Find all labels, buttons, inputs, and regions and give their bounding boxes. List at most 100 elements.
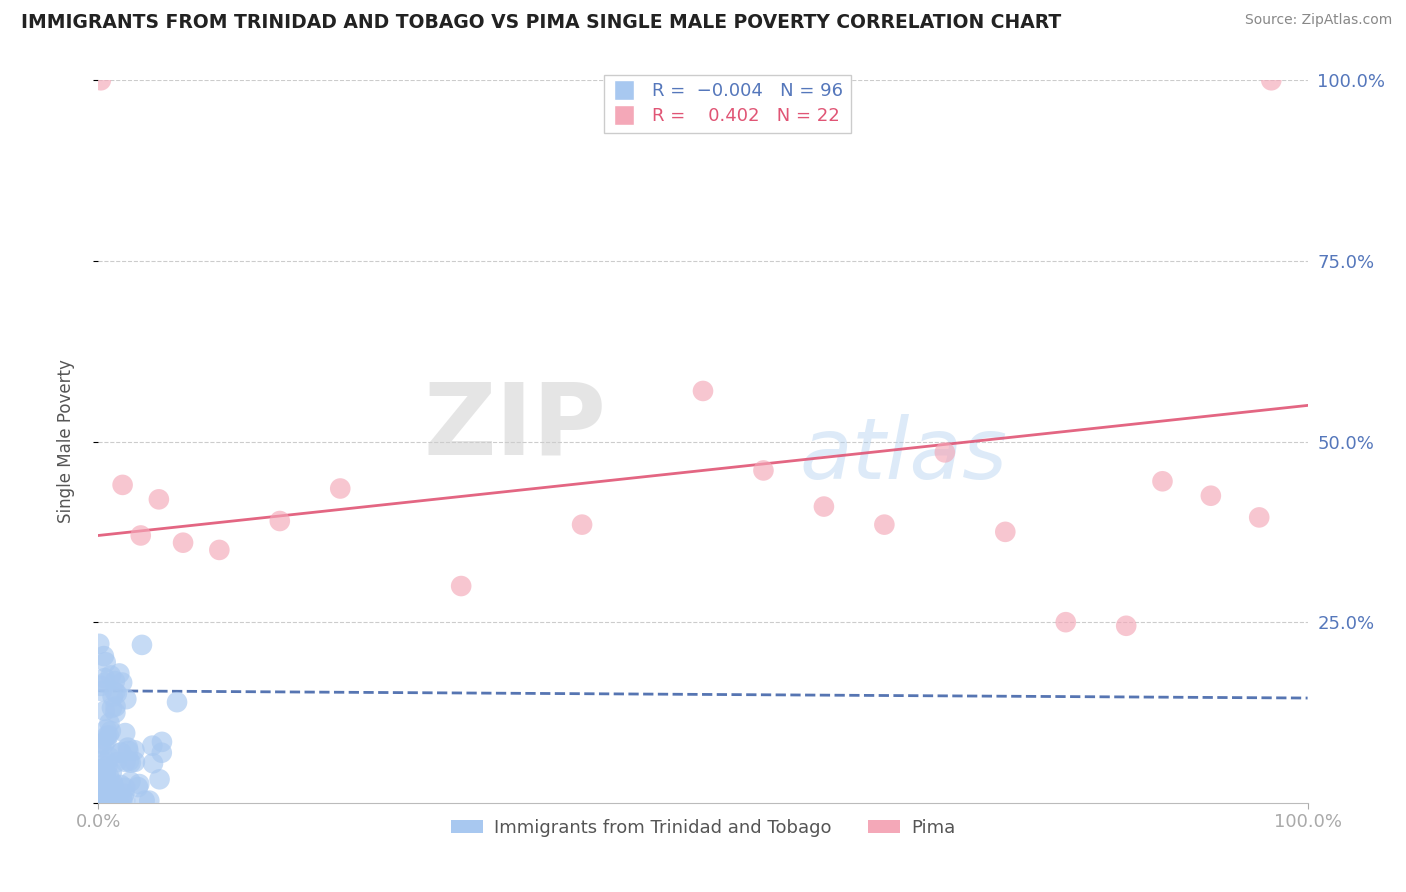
Point (91, 774, 114, 789)
Point (89, 637, 111, 651)
Point (91, 754, 114, 768)
Point (110, 778, 132, 792)
Point (94, 785, 117, 799)
Point (114, 794, 136, 808)
Point (752, 463, 775, 477)
Point (100, 765, 122, 780)
Point (93, 737, 115, 751)
Point (87, 794, 110, 808)
Text: Source: ZipAtlas.com: Source: ZipAtlas.com (1244, 13, 1392, 28)
Point (98, 750, 121, 764)
Point (120, 756, 142, 770)
Point (100, 794, 122, 808)
Point (96, 729, 118, 743)
Point (105, 687, 128, 701)
Point (172, 535, 194, 549)
Point (115, 692, 138, 706)
Point (89, 777, 111, 791)
Point (124, 755, 146, 769)
Point (148, 492, 170, 507)
Point (1260, 73, 1282, 87)
Point (107, 794, 129, 808)
Point (208, 542, 231, 557)
Point (89, 773, 111, 788)
Point (89, 763, 111, 777)
Point (150, 735, 173, 749)
Point (93, 765, 115, 780)
Point (114, 780, 136, 795)
Point (96, 723, 118, 737)
Point (87, 766, 110, 780)
Point (104, 699, 127, 714)
Point (104, 685, 127, 699)
Point (127, 780, 149, 794)
Point (103, 779, 125, 793)
Point (111, 675, 134, 690)
Point (1054, 615, 1077, 630)
Point (94, 766, 117, 780)
Point (124, 743, 146, 757)
Point (1199, 489, 1222, 503)
Point (166, 695, 188, 709)
Point (91, 789, 114, 804)
Point (108, 666, 131, 681)
Point (101, 776, 124, 790)
Point (571, 517, 593, 532)
Point (91, 794, 114, 808)
Point (90, 794, 112, 808)
Point (110, 746, 132, 760)
Point (138, 794, 160, 808)
Point (94, 767, 117, 781)
Point (98, 716, 121, 731)
Point (150, 746, 173, 760)
Point (134, 794, 156, 808)
Point (813, 500, 835, 514)
Point (450, 579, 472, 593)
Point (90, 784, 112, 798)
Point (90, 762, 112, 776)
Point (90, 679, 112, 693)
Point (94, 780, 117, 795)
Point (89, 782, 111, 797)
Point (89, 788, 111, 802)
Point (94, 655, 117, 669)
Y-axis label: Single Male Poverty: Single Male Poverty (56, 359, 75, 524)
Point (128, 777, 150, 791)
Point (994, 524, 1017, 539)
Point (104, 674, 127, 689)
Point (96, 759, 118, 773)
Point (269, 514, 291, 528)
Legend: Immigrants from Trinidad and Tobago, Pima: Immigrants from Trinidad and Tobago, Pim… (443, 812, 963, 845)
Point (89, 792, 111, 806)
Point (90, 740, 112, 755)
Point (87, 764, 110, 779)
Point (934, 445, 956, 459)
Point (94, 780, 117, 794)
Point (96, 755, 118, 769)
Point (104, 706, 127, 720)
Point (89, 794, 111, 808)
Text: atlas: atlas (800, 415, 1008, 498)
Point (101, 690, 124, 704)
Point (91, 777, 114, 791)
Text: IMMIGRANTS FROM TRINIDAD AND TOBAGO VS PIMA SINGLE MALE POVERTY CORRELATION CHAR: IMMIGRANTS FROM TRINIDAD AND TOBAGO VS P… (21, 13, 1062, 32)
Point (142, 756, 165, 771)
Text: ZIP: ZIP (423, 378, 606, 475)
Point (93, 704, 115, 718)
Point (97, 728, 120, 742)
Point (141, 739, 163, 753)
Point (1152, 475, 1174, 489)
Point (100, 724, 122, 739)
Point (131, 638, 153, 652)
Point (111, 478, 134, 492)
Point (105, 756, 128, 770)
Point (110, 746, 132, 760)
Point (112, 787, 135, 801)
Point (91, 785, 114, 799)
Point (117, 744, 139, 758)
Point (90, 73, 112, 87)
Point (94, 675, 117, 690)
Point (97, 769, 120, 783)
Point (148, 772, 170, 787)
Point (692, 384, 714, 398)
